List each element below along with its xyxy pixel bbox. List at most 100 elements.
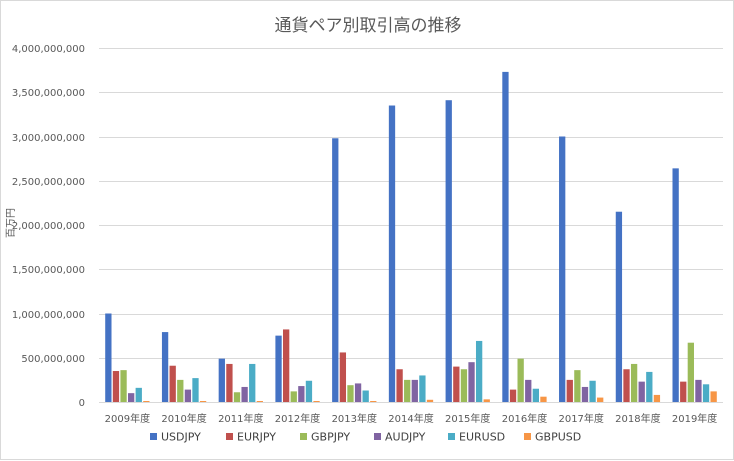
bar-gbpjpy-2 <box>233 392 241 402</box>
bar-audjpy-8 <box>581 386 589 402</box>
y-tick-label: 1,000,000,000 <box>12 310 85 321</box>
bar-eurusd-8 <box>589 380 596 402</box>
bar-gbpusd-4 <box>370 401 377 402</box>
x-tick-label: 2016年度 <box>502 412 547 425</box>
bar-gbpusd-7 <box>540 396 547 402</box>
bar-audjpy-10 <box>695 379 702 403</box>
bar-eurjpy-10 <box>680 381 687 402</box>
legend-label-eurjpy: EURJPY <box>237 431 276 444</box>
bar-eurusd-1 <box>192 378 199 402</box>
bar-gbpjpy-10 <box>687 342 694 402</box>
x-axis-ticks: 2009年度 2010年度 2011年度 2012年度 2013年度 2014年度 2015… <box>105 412 718 425</box>
legend-label-gbpusd: GBPUSD <box>535 431 581 444</box>
bar-eurjpy-0 <box>112 371 120 402</box>
x-tick-label: 2017年度 <box>558 412 603 425</box>
bar-eurjpy-5 <box>396 369 403 402</box>
bar-gbpusd-1 <box>199 401 207 402</box>
legend-label-usdjpy: USDJPY <box>161 431 201 444</box>
bar-audjpy-2 <box>241 386 248 402</box>
bar-gbpjpy-5 <box>404 379 411 403</box>
y-tick-label: 0 <box>79 398 85 409</box>
bar-gbpjpy-8 <box>574 370 581 402</box>
bar-gbpusd-2 <box>256 401 263 402</box>
bar-eurjpy-4 <box>339 352 347 402</box>
bar-audjpy-6 <box>468 362 475 402</box>
bar-audjpy-7 <box>525 379 532 403</box>
bar-audjpy-4 <box>354 383 362 402</box>
legend: USDJPY EURJPY GBPJPY AUDJPY EURUSD GBPUSD <box>150 431 581 444</box>
bar-gbpusd-8 <box>597 397 604 402</box>
bar-eurusd-2 <box>249 363 256 402</box>
bar-eurusd-9 <box>646 371 653 402</box>
bar-usdjpy-6 <box>445 100 452 403</box>
y-axis-ticks: 0 500,000,000 1,000,000,000 1,500,000,000 2,… <box>12 44 85 409</box>
bar-gbpusd-6 <box>483 399 490 402</box>
y-axis-label: 百万円 <box>5 208 17 238</box>
bar-gbpjpy-6 <box>460 369 468 402</box>
bar-usdjpy-0 <box>105 313 112 402</box>
bar-eurjpy-7 <box>509 389 517 402</box>
bar-gbpusd-5 <box>426 399 434 402</box>
x-tick-label: 2010年度 <box>161 412 206 425</box>
legend-swatch-usdjpy <box>150 433 157 440</box>
bars <box>105 71 717 403</box>
x-tick-label: 2012年度 <box>275 412 320 425</box>
bar-audjpy-1 <box>184 389 192 402</box>
bar-gbpusd-0 <box>143 401 150 402</box>
bar-gbpjpy-0 <box>120 370 127 402</box>
bar-gbpjpy-3 <box>290 391 297 402</box>
bar-audjpy-9 <box>638 381 645 402</box>
bar-usdjpy-4 <box>332 138 339 402</box>
bar-usdjpy-9 <box>615 211 623 402</box>
legend-swatch-audjpy <box>374 433 381 440</box>
y-tick-label: 4,000,000,000 <box>12 44 85 55</box>
bar-eurjpy-8 <box>566 379 573 403</box>
legend-label-audjpy: AUDJPY <box>385 431 426 444</box>
bar-eurusd-3 <box>305 380 313 402</box>
y-tick-label: 1,500,000,000 <box>12 265 85 276</box>
bar-eurjpy-2 <box>226 363 233 402</box>
y-tick-label: 3,500,000,000 <box>12 88 85 99</box>
bar-eurusd-4 <box>362 390 369 402</box>
bar-eurusd-0 <box>135 387 142 402</box>
bar-eurusd-5 <box>419 375 426 402</box>
legend-label-eurusd: EURUSD <box>459 431 505 444</box>
y-tick-label: 3,000,000,000 <box>12 133 85 144</box>
bar-eurusd-10 <box>702 384 710 402</box>
bar-usdjpy-1 <box>161 332 169 402</box>
legend-swatch-eurusd <box>448 433 455 440</box>
bar-usdjpy-2 <box>218 358 225 402</box>
x-tick-label: 2018年度 <box>615 412 660 425</box>
y-tick-label: 500,000,000 <box>21 354 85 365</box>
bar-audjpy-5 <box>411 379 418 403</box>
bar-usdjpy-8 <box>559 136 566 402</box>
bar-gbpjpy-9 <box>630 363 638 402</box>
bar-eurusd-6 <box>475 340 483 402</box>
bar-eurjpy-3 <box>283 329 290 402</box>
x-tick-label: 2019年度 <box>672 412 717 425</box>
y-tick-label: 2,000,000,000 <box>12 221 85 232</box>
bar-gbpusd-9 <box>653 394 661 402</box>
x-tick-label: 2011年度 <box>218 412 263 425</box>
bar-eurjpy-1 <box>169 365 176 402</box>
bar-eurusd-7 <box>532 388 539 402</box>
x-tick-label: 2014年度 <box>388 412 433 425</box>
bar-gbpusd-3 <box>313 401 320 402</box>
legend-swatch-eurjpy <box>226 433 233 440</box>
bar-usdjpy-5 <box>388 105 396 403</box>
bar-audjpy-3 <box>298 386 305 402</box>
bar-gbpjpy-7 <box>517 358 524 402</box>
chart-title: 通貨ペア別取引高の推移 <box>275 16 462 36</box>
legend-swatch-gbpusd <box>524 433 531 440</box>
bar-gbpusd-10 <box>710 391 717 402</box>
gridlines <box>99 48 723 359</box>
x-tick-label: 2013年度 <box>332 412 377 425</box>
bar-audjpy-0 <box>128 393 135 402</box>
bar-usdjpy-3 <box>275 335 282 403</box>
y-tick-label: 2,500,000,000 <box>12 177 85 188</box>
bar-usdjpy-10 <box>672 168 679 402</box>
x-tick-label: 2009年度 <box>105 412 150 425</box>
bar-gbpjpy-1 <box>177 379 184 403</box>
